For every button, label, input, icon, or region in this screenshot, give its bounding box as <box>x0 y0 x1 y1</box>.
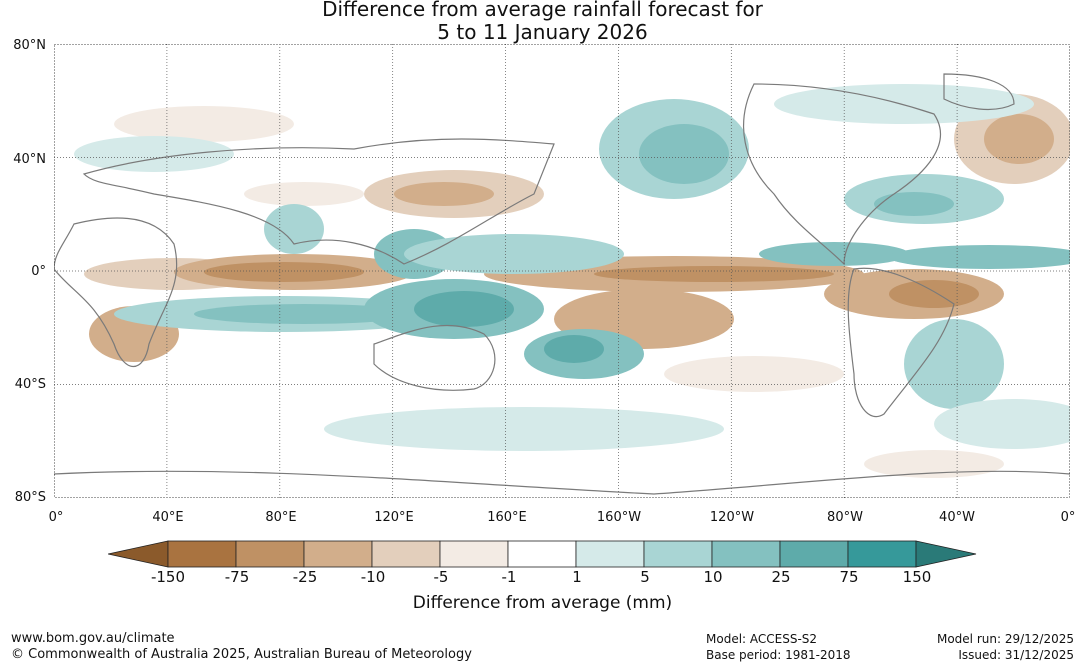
lon-label-40w: 40°W <box>939 510 975 525</box>
model-text: Model: ACCESS-S2 <box>706 632 818 646</box>
model-run-text: Model run: 29/12/2025 <box>936 632 1074 646</box>
colorbar-segment <box>847 540 917 568</box>
colorbar-segment <box>575 540 645 568</box>
rainfall-anomaly-map <box>54 44 1070 498</box>
lon-label-120w: 120°W <box>709 510 755 525</box>
map-title-line2: 5 to 11 January 2026 <box>437 20 648 44</box>
colorbar-segment <box>507 540 577 568</box>
colorbar-segment <box>711 540 781 568</box>
colorbar-tick-label: -1 <box>501 568 517 586</box>
colorbar-tick-label: -10 <box>360 568 386 586</box>
colorbar-segment <box>643 540 713 568</box>
issued-text: Issued: 31/12/2025 <box>958 648 1074 662</box>
colorbar-tick-label: 10 <box>703 568 723 586</box>
copyright-text: © Commonwealth of Australia 2025, Austra… <box>11 647 472 662</box>
base-period-text: Base period: 1981-2018 <box>706 648 851 662</box>
map-title-line1: Difference from average rainfall forecas… <box>322 0 763 21</box>
coastlines <box>54 73 1070 495</box>
colorbar-tick-label: 75 <box>839 568 859 586</box>
lon-label-120e: 120°E <box>374 510 414 525</box>
colorbar-segment <box>235 540 305 568</box>
lat-label-80n: 80°N <box>13 38 46 53</box>
graticule <box>54 44 1070 498</box>
colorbar-extend-low <box>108 540 169 568</box>
lon-label-0: 0° <box>48 510 64 525</box>
colorbar-segment <box>779 540 849 568</box>
colorbar-segment <box>303 540 373 568</box>
colorbar-tick-label: 5 <box>640 568 650 586</box>
lat-label-40n: 40°N <box>13 152 46 167</box>
colorbar-tick-label: 150 <box>902 568 932 586</box>
colorbar-segment <box>167 540 237 568</box>
wet-anomaly-regions <box>74 84 1070 451</box>
colorbar-tick-label: 25 <box>771 568 791 586</box>
colorbar-tick-label: -25 <box>292 568 318 586</box>
lon-label-160e: 160°E <box>487 510 527 525</box>
lat-label-80s: 80°S <box>14 490 46 505</box>
lat-label-40s: 40°S <box>14 377 46 392</box>
colorbar-title: Difference from average (mm) <box>412 593 673 613</box>
lon-label-80e: 80°E <box>265 510 297 525</box>
colorbar-tick-label: -5 <box>433 568 449 586</box>
colorbar-tick-label: -150 <box>150 568 186 586</box>
colorbar-tick-label: 1 <box>572 568 582 586</box>
lon-label-160w: 160°W <box>596 510 642 525</box>
lon-label-40e: 40°E <box>152 510 184 525</box>
colorbar-extend-high <box>915 540 977 568</box>
colorbar <box>108 540 977 568</box>
lon-label-80w: 80°W <box>827 510 863 525</box>
lat-label-0: 0° <box>31 264 46 279</box>
lon-label-0-right: 0° <box>1060 510 1076 525</box>
colorbar-segment <box>439 540 509 568</box>
colorbar-segment <box>371 540 441 568</box>
website-text: www.bom.gov.au/climate <box>11 631 175 646</box>
colorbar-tick-label: -75 <box>224 568 250 586</box>
